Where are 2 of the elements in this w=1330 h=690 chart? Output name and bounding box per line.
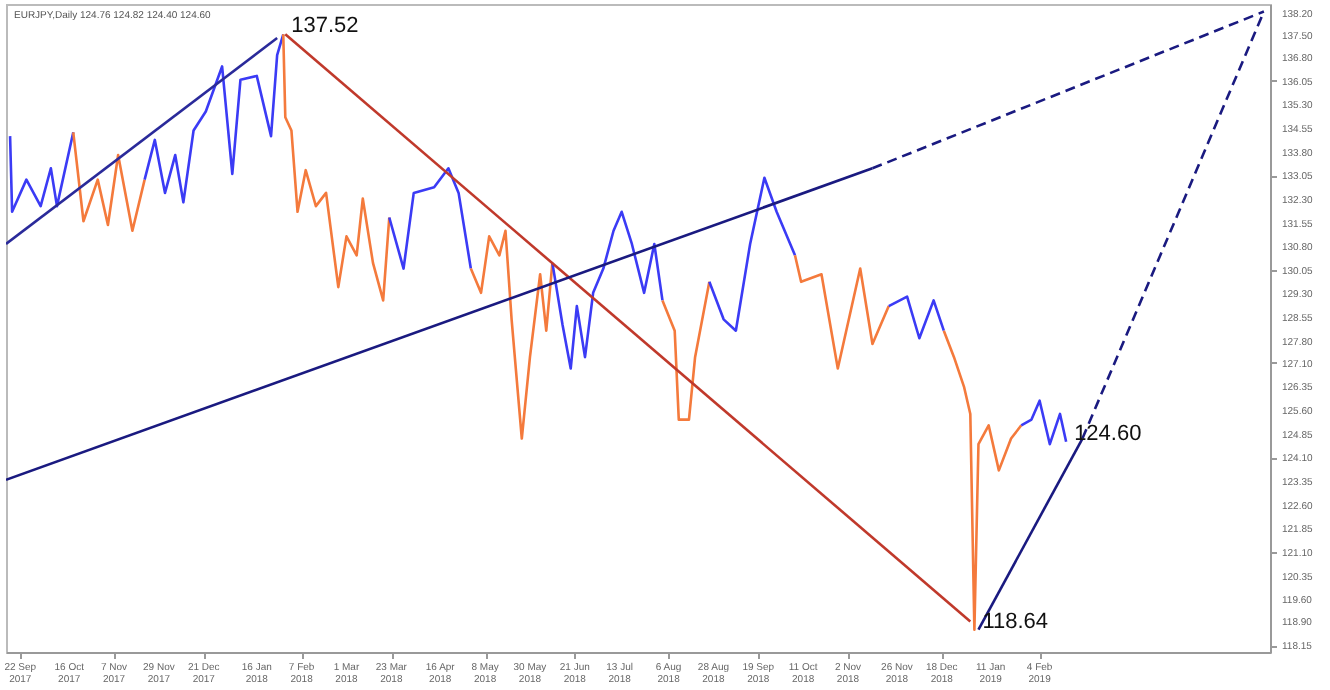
annotation: 137.52: [291, 14, 359, 39]
annotation: 118.64: [982, 609, 1049, 634]
